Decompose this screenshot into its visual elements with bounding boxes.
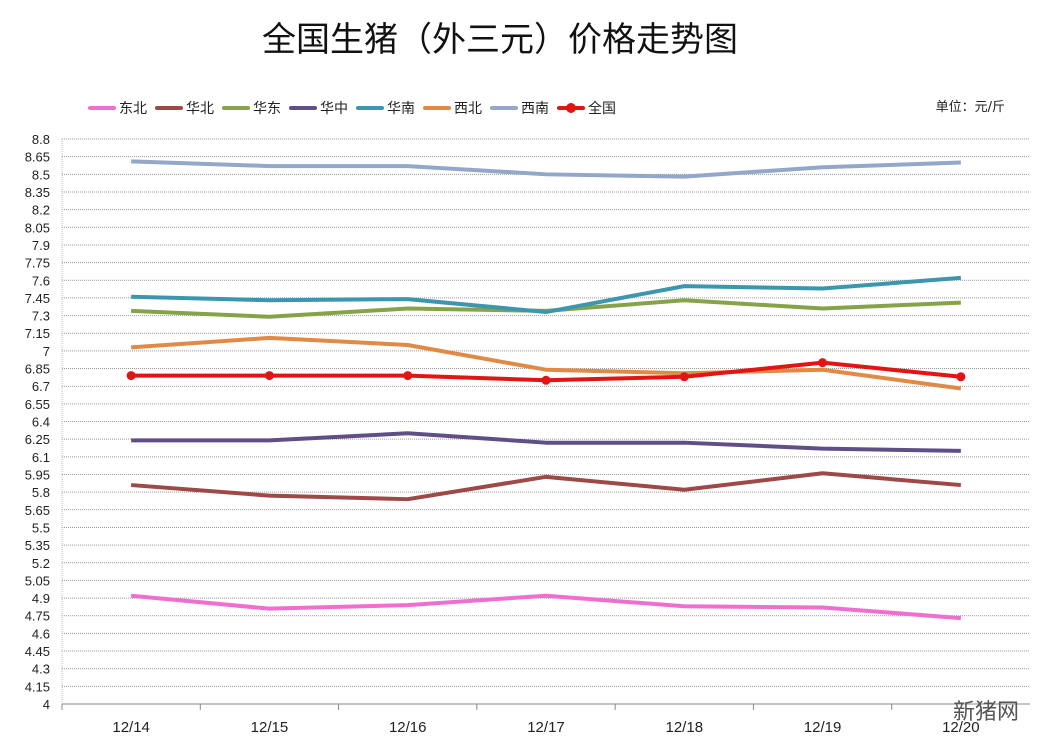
x-tick-label: 12/19	[804, 719, 842, 736]
legend-label: 西北	[454, 101, 482, 117]
y-tick-label: 7.75	[25, 256, 50, 271]
series-line-西南	[131, 159, 961, 179]
series-line-华北	[130, 471, 962, 502]
legend-label: 华中	[320, 101, 348, 117]
legend-item: 华北	[155, 98, 214, 118]
data-point	[956, 372, 966, 382]
y-tick-label: 6.1	[32, 450, 50, 465]
series-line-东北	[130, 593, 962, 621]
legend-item: 华中	[289, 98, 348, 118]
y-tick-label: 6.25	[25, 432, 50, 447]
legend-label: 华南	[387, 101, 415, 117]
legend-swatch	[88, 106, 116, 110]
y-tick-label: 6.55	[25, 397, 50, 412]
y-tick-label: 4.45	[25, 644, 50, 659]
series-line-华东	[131, 298, 961, 319]
y-tick-label: 8.35	[25, 185, 50, 200]
data-point	[818, 358, 828, 368]
legend-label: 华北	[186, 101, 214, 117]
data-point	[541, 375, 551, 385]
y-tick-label: 7.15	[25, 326, 50, 341]
unit-label: 单位：元/斤	[935, 100, 1005, 115]
legend-label: 西南	[521, 101, 549, 117]
y-tick-label: 8.5	[32, 167, 50, 182]
y-tick-label: 7.3	[32, 309, 50, 324]
legend-item: 全国	[557, 98, 616, 118]
x-tick-label: 12/17	[527, 719, 565, 736]
y-tick-label: 4.15	[25, 679, 50, 694]
y-tick-label: 7.9	[32, 238, 50, 253]
legend: 东北 华北 华东 华中 华南 西北 西南 全国	[88, 98, 616, 118]
y-tick-label: 5.8	[32, 485, 50, 500]
legend-label: 华东	[253, 101, 281, 117]
y-tick-label: 7.45	[25, 291, 50, 306]
legend-item: 西南	[490, 98, 549, 118]
watermark: 新猪网	[952, 700, 1019, 725]
y-tick-label: 5.5	[32, 520, 50, 535]
legend-item: 东北	[88, 98, 147, 118]
y-tick-label: 6.7	[32, 379, 50, 394]
legend-swatch	[423, 106, 451, 110]
y-tick-label: 6.4	[32, 415, 50, 430]
series-line-华中	[131, 431, 961, 453]
legend-item: 西北	[423, 98, 482, 118]
data-point	[264, 371, 274, 381]
y-tick-label: 8.65	[25, 150, 50, 165]
legend-swatch	[356, 106, 384, 110]
y-tick-label: 4.6	[32, 626, 50, 641]
legend-swatch	[155, 106, 183, 110]
legend-item: 华南	[356, 98, 415, 118]
chart-title: 全国生猪（外三元）价格走势图	[262, 20, 738, 60]
y-tick-label: 5.2	[32, 556, 50, 571]
y-tick-label: 6.85	[25, 362, 50, 377]
y-tick-label: 8.05	[25, 220, 50, 235]
series-line-西北	[131, 335, 962, 391]
y-tick-label: 5.05	[25, 573, 50, 588]
series-line-华南	[131, 275, 962, 315]
y-tick-label: 8.8	[32, 132, 50, 147]
y-tick-label: 7.6	[32, 273, 50, 288]
legend-swatch	[557, 103, 585, 113]
legend-swatch	[289, 106, 317, 110]
y-tick-label: 5.65	[25, 503, 50, 518]
x-tick-label: 12/18	[666, 719, 704, 736]
y-tick-label: 7	[43, 344, 50, 359]
data-point	[126, 371, 136, 381]
legend-item: 华东	[222, 98, 281, 118]
y-tick-label: 4.75	[25, 609, 50, 624]
y-tick-label: 4.9	[32, 591, 50, 606]
legend-label: 东北	[119, 101, 147, 117]
legend-swatch	[222, 106, 250, 110]
y-tick-label: 8.2	[32, 203, 50, 218]
x-tick-label: 12/20	[942, 719, 980, 736]
legend-label: 全国	[588, 101, 616, 117]
data-point	[679, 372, 689, 382]
y-tick-label: 5.35	[25, 538, 50, 553]
x-tick-label: 12/16	[389, 719, 427, 736]
x-tick-label: 12/14	[112, 719, 150, 736]
x-tick-label: 12/15	[251, 719, 289, 736]
y-tick-label: 5.95	[25, 467, 50, 482]
y-tick-label: 4.3	[32, 662, 50, 677]
y-tick-label: 4	[43, 697, 50, 712]
legend-swatch	[490, 106, 518, 110]
data-point	[403, 371, 413, 381]
